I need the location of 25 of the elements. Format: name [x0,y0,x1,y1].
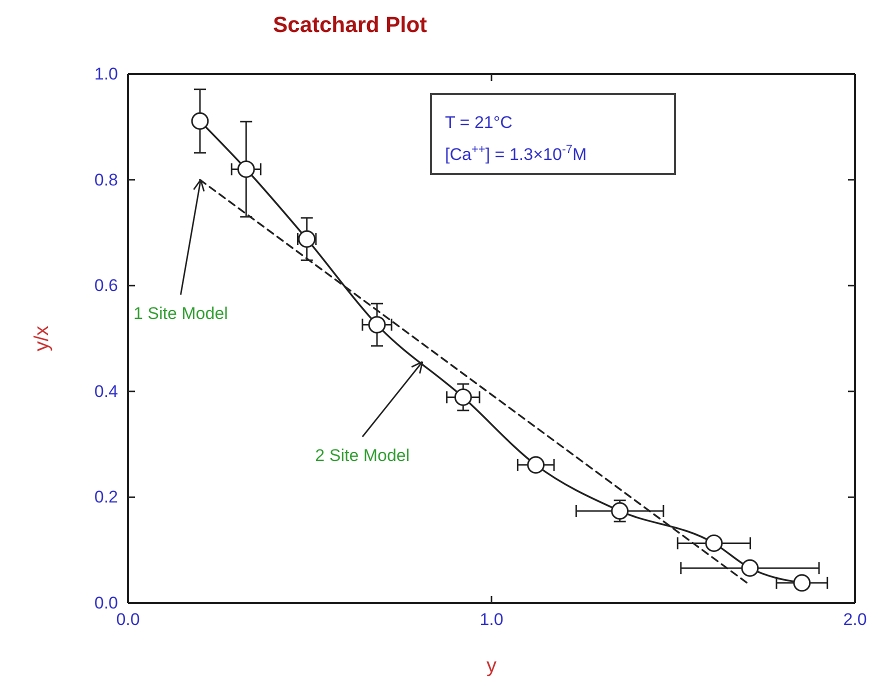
y-tick-label: 0.4 [94,382,118,401]
y-tick-label: 0.8 [94,170,118,190]
point [368,316,386,334]
y-axis-title: y/x [31,326,53,352]
y-tick-label: 0.6 [94,276,118,296]
point [741,559,759,577]
annotation: 1 Site Model [133,304,228,323]
point [611,502,629,520]
y-tick-label: 1.0 [94,64,118,84]
point [527,456,545,474]
x-tick-label: 0.0 [116,610,140,630]
point [793,574,811,592]
point [237,160,255,178]
point [191,112,209,130]
annotation: [Ca$^{++}$] = 1.3×10$^{-7}$M [445,142,587,164]
x-tick-label: 1.0 [480,610,504,630]
annotation: 2 Site Model [315,446,410,465]
annotation: T = 21°C [445,113,512,132]
y-tick-label: 0.0 [94,593,118,612]
point [454,388,472,406]
chart-title: Scatchard Plot [272,12,428,37]
x-tick-label: 2.0 [843,610,867,630]
x-axis-title: y [486,655,496,677]
y-tick-label: 0.2 [94,488,118,507]
point [705,534,723,552]
